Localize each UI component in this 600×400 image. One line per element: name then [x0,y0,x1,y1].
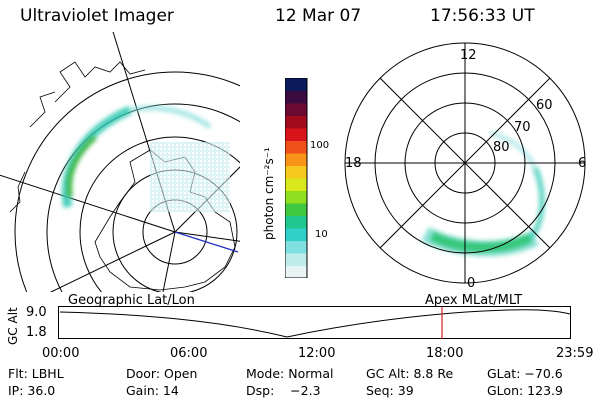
colorbar-band [285,265,307,278]
polar-mlat-mlt-plot [344,42,586,284]
mlt-label-0: 0 [467,276,476,291]
colorbar-band [285,115,307,129]
mode-status: Mode: Normal [246,366,334,381]
colorbar-band [285,103,307,116]
colorbar-band [285,228,307,241]
timeline-y-tick-high: 9.0 [26,305,47,320]
mlt-label-6: 6 [578,156,587,171]
mlat-label-70: 70 [514,120,531,135]
colorbar-band [285,153,307,166]
colorbar-band [285,215,307,229]
colorbar-band [285,165,307,179]
geographic-map-image [0,32,240,292]
seq-status: Seq: 39 [366,383,414,398]
timeline-x-tick-2359: 23:59 [556,346,594,361]
geographic-coords-label: Geographic Lat/Lon [68,293,195,308]
timeline-x-tick-1800: 18:00 [426,346,464,361]
colorbar-band [285,253,307,266]
colorbar-label: photon cm⁻²s⁻¹ [262,147,276,240]
colorbar-tick-10: 10 [315,229,328,240]
mlt-label-12: 12 [460,48,477,63]
colorbar-band [285,128,307,141]
colorbar-band [285,203,307,216]
mlat-label-80: 80 [493,140,510,155]
filter-status: Flt: LBHL [8,366,64,381]
timeline-x-tick-1200: 12:00 [298,346,336,361]
instrument-title: Ultraviolet Imager [20,6,174,26]
colorbar-band [285,78,307,91]
orbit-altitude-timeline [58,306,571,339]
colorbar-band [285,190,307,204]
mlt-label-18: 18 [345,156,362,171]
ip-status: IP: 36.0 [8,383,56,398]
colorbar-band [285,178,307,191]
mlat-label-60: 60 [536,98,553,113]
colorbar-tick-100: 100 [310,140,330,151]
colorbar-band [285,240,307,254]
timeline-y-axis-label: GC Alt [6,307,20,345]
colorbar-band [285,140,307,154]
observation-time: 17:56:33 UT [430,6,535,26]
timeline-x-tick-0000: 00:00 [42,346,80,361]
glat-status: GLat: −70.6 [487,366,563,381]
timeline-y-tick-low: 1.8 [26,325,47,340]
door-status: Door: Open [126,366,198,381]
intensity-colorbar [285,78,308,278]
observation-date: 12 Mar 07 [275,6,362,26]
dsp-status: Dsp: −2.3 [246,383,321,398]
timeline-x-tick-0600: 06:00 [170,346,208,361]
apex-coords-label: Apex MLat/MLT [425,293,523,308]
gc-alt-status: GC Alt: 8.8 Re [366,366,454,381]
gain-status: Gain: 14 [126,383,179,398]
glon-status: GLon: 123.9 [487,383,563,398]
colorbar-band [285,90,307,104]
